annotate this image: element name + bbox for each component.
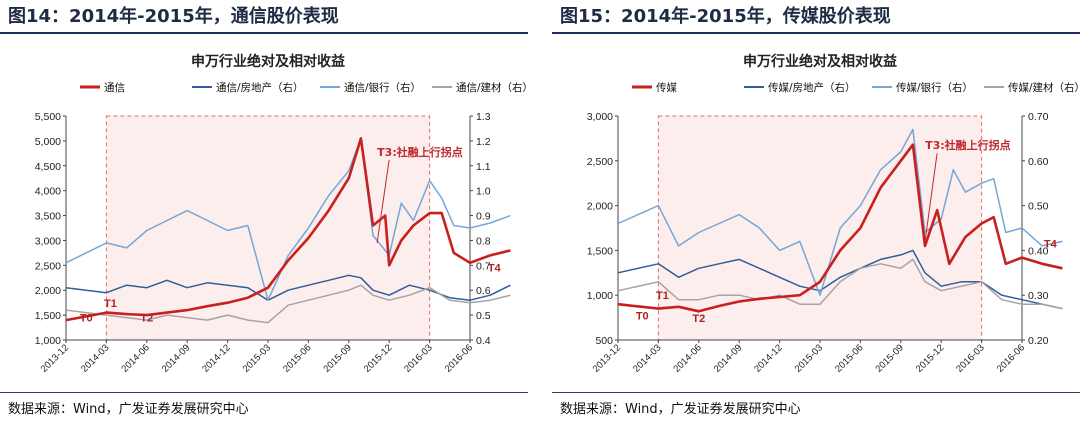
series-line-material [65,284,511,324]
x-tick-label: 2015-06 [281,342,313,374]
y-right-tick-label: 0.30 [1028,290,1049,302]
x-tick-label: 2014-12 [752,342,784,374]
y-right-tick-label: 0.9 [476,211,491,223]
x-tick-label: 2014-12 [200,342,232,374]
y-right-tick-label: 0.4 [476,335,491,347]
annotation-label: T3:社融上行拐点 [925,138,1011,152]
y-right-tick-label: 0.40 [1028,245,1049,257]
x-tick-label: 2014-06 [671,342,703,374]
x-tick-label: 2015-03 [793,342,825,374]
annotation-label: T4 [488,262,502,274]
x-tick-label: 2014-03 [79,342,111,374]
x-tick-label: 2015-12 [914,342,946,374]
y-left-tick-label: 1,500 [35,310,61,322]
y-right-tick-label: 0.70 [1028,111,1049,123]
y-right-tick-label: 0.7 [476,260,491,272]
y-right-tick-label: 1.0 [476,186,491,198]
x-tick-label: 2014-03 [631,342,663,374]
y-right-tick-label: 0.8 [476,235,491,247]
y-right-tick-label: 0.20 [1028,335,1049,347]
y-right-tick-label: 1.2 [476,136,491,148]
x-tick-label: 2015-12 [362,342,394,374]
y-left-tick-label: 5,500 [35,111,61,123]
y-right-tick-label: 0.6 [476,285,491,297]
y-left-tick-label: 1,000 [587,290,613,302]
y-left-tick-label: 2,000 [587,201,613,213]
y-left-tick-label: 2,500 [35,260,61,272]
y-left-tick-label: 4,000 [35,186,61,198]
figure-title: 图15：2014年-2015年，传媒股价表现 [560,6,891,27]
series-line-material [617,258,1063,310]
x-tick-label: 2014-09 [160,342,192,374]
series-line-bank [65,137,511,301]
y-right-tick-label: 0.5 [476,310,491,322]
chart-panel-media: 图15：2014年-2015年，传媒股价表现 申万行业绝对及相对收益传媒 传媒/房… [552,0,1080,421]
series-line-bank [617,128,1063,296]
x-tick-label: 2014-09 [712,342,744,374]
source-note: 数据来源：Wind，广发证券发展研究中心 [560,402,801,417]
chart-title: 申万行业绝对及相对收益 [191,53,345,70]
title-rule [552,32,1080,34]
annotation-label: T0 [636,310,649,322]
y-right-tick-label: 1.1 [476,161,491,173]
legend-label: 通信/房地产（右） [216,81,304,94]
y-right-tick-label: 0.50 [1028,201,1049,213]
legend-label: 传媒/银行（右） [896,81,973,94]
y-left-tick-label: 3,000 [35,235,61,247]
x-tick-label: 2014-06 [119,342,151,374]
series-line-main [617,143,1063,313]
x-tick-label: 2013-12 [39,342,71,374]
x-tick-label: 2016-06 [995,342,1027,374]
x-tick-label: 2013-12 [591,342,623,374]
annotation-label: T4 [1044,239,1058,251]
bottom-rule [0,392,528,393]
y-left-tick-label: 2,500 [587,156,613,168]
y-left-tick-label: 3,000 [587,111,613,123]
bottom-rule [552,392,1080,393]
series-line-main [65,137,511,322]
y-left-tick-label: 1,500 [587,245,613,257]
annotation-label: T3:社融上行拐点 [377,145,463,159]
legend-label: 通信/银行（右） [344,81,421,94]
chart-panel-telecom: 图14：2014年-2015年，通信股价表现 申万行业绝对及相对收益通信 通信/房… [0,0,528,421]
y-left-tick-label: 2,000 [35,285,61,297]
x-tick-label: 2015-09 [321,342,353,374]
x-tick-label: 2015-09 [873,342,905,374]
source-note: 数据来源：Wind，广发证券发展研究中心 [8,402,249,417]
chart-title: 申万行业绝对及相对收益 [743,53,897,70]
y-left-tick-label: 4,500 [35,161,61,173]
x-tick-label: 2016-03 [954,342,986,374]
y-left-tick-label: 1,000 [35,335,61,347]
title-rule [0,32,528,34]
y-left-tick-label: 5,000 [35,136,61,148]
highlight-period-box [657,115,983,341]
annotation-label: T1 [656,290,669,302]
y-right-tick-label: 1.3 [476,111,491,123]
x-tick-label: 2015-03 [241,342,273,374]
annotation-arrow [924,153,938,242]
legend-label: 传媒/房地产（右） [768,81,856,94]
figure-title: 图14：2014年-2015年，通信股价表现 [8,6,339,27]
annotation-label: T1 [104,298,117,310]
y-left-tick-label: 3,500 [35,211,61,223]
y-left-tick-label: 500 [595,335,613,347]
highlight-period-box [105,115,431,341]
annotation-arrow [376,159,390,244]
x-tick-label: 2015-06 [833,342,865,374]
y-right-tick-label: 0.60 [1028,156,1049,168]
annotation-label: T0 [80,313,93,325]
x-tick-label: 2016-06 [443,342,475,374]
legend-label: 通信/建材（右） [456,81,528,94]
x-tick-label: 2016-03 [402,342,434,374]
legend-label: 传媒/建材（右） [1008,81,1080,94]
annotation-label: T2 [692,313,705,325]
legend-label: 传媒 [656,81,677,94]
annotation-label: T2 [140,313,153,325]
legend-label: 通信 [104,82,125,94]
